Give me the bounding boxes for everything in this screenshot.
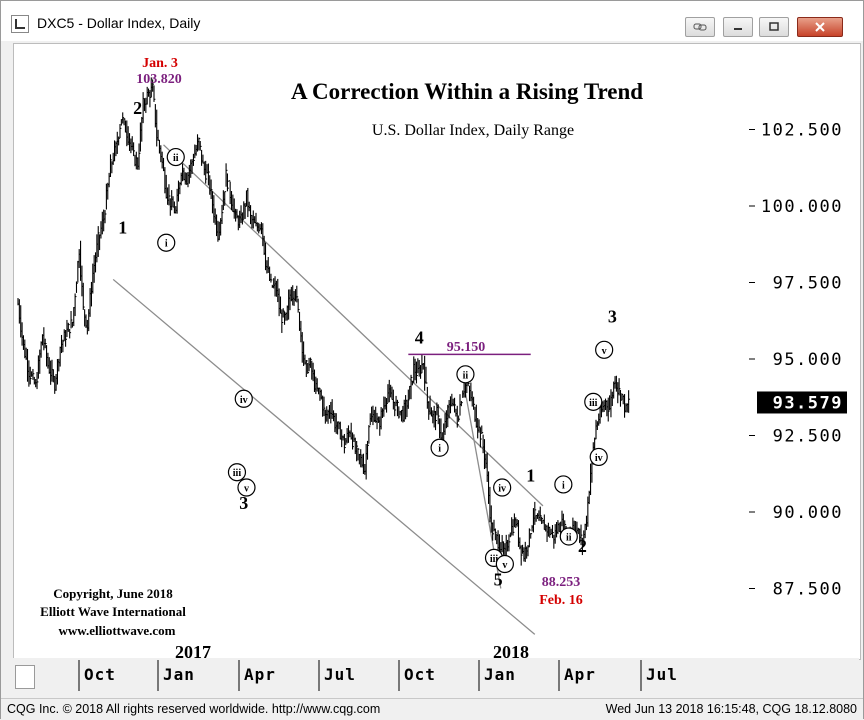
title-bar[interactable]: DXC5 - Dollar Index, Daily	[1, 1, 863, 41]
chart-title: A Correction Within a Rising Trend	[291, 79, 643, 104]
year-label: 2018	[493, 642, 529, 662]
channel-line-1	[163, 144, 544, 507]
x-tick-label: Jan	[163, 665, 195, 684]
subwave-label: i	[438, 444, 441, 455]
subwave-circle	[589, 447, 608, 467]
subwave-label: iii	[233, 468, 242, 479]
subwave-circle	[234, 389, 253, 408]
chart-subtitle: U.S. Dollar Index, Daily Range	[372, 122, 574, 139]
peak-value-label: 103.820	[136, 72, 182, 87]
link-button[interactable]	[685, 17, 715, 37]
channel-line-2	[112, 278, 536, 635]
subwave-label: ii	[566, 532, 572, 543]
peak-date-label: Jan. 3	[142, 56, 178, 71]
x-axis-band	[13, 658, 859, 694]
maximize-button[interactable]	[759, 17, 789, 37]
y-tick-label: 95.000	[773, 350, 843, 370]
x-tick-label: Jul	[646, 665, 678, 684]
chart-app-icon	[11, 15, 29, 33]
subwave-circle	[227, 463, 247, 482]
y-tick-label: 97.500	[773, 274, 843, 294]
low-value-label: 88.253	[542, 575, 581, 590]
subwave-label: ii	[173, 153, 179, 164]
status-copyright: CQG Inc. © 2018 All rights reserved worl…	[7, 702, 381, 716]
y-tick-label: 100.000	[761, 197, 843, 217]
y-tick-label: 102.500	[761, 121, 843, 141]
wave-label: 4	[415, 328, 424, 348]
subwave-label: i	[562, 480, 565, 491]
subwave-circle	[559, 527, 578, 546]
status-timestamp: Wed Jun 13 2018 16:15:48, CQG 18.12.8080	[605, 702, 857, 716]
minimize-button[interactable]	[723, 17, 753, 37]
status-bar: CQG Inc. © 2018 All rights reserved worl…	[1, 698, 863, 719]
subwave-circle	[157, 233, 176, 252]
subwave-label: i	[165, 239, 168, 250]
link-icon	[693, 23, 707, 31]
x-tick-label: Apr	[564, 665, 596, 684]
wave-label: 2	[578, 536, 587, 556]
maximize-icon	[769, 22, 779, 31]
wave-label: 3	[608, 306, 617, 326]
close-button[interactable]	[797, 17, 843, 37]
scroll-start-box[interactable]	[15, 665, 35, 689]
y-tick-label: 87.500	[773, 580, 843, 600]
x-tick-label: Apr	[244, 665, 276, 684]
wave-label: 2	[133, 98, 142, 118]
x-tick-label: Oct	[404, 665, 436, 684]
wave-label: 5	[494, 569, 503, 589]
year-label: 2017	[175, 642, 211, 662]
subwave-label: iii	[589, 398, 598, 409]
x-tick-label: Jul	[324, 665, 356, 684]
subwave-circle	[237, 478, 256, 497]
current-price-box	[757, 391, 847, 414]
subwave-label: v	[244, 484, 249, 495]
x-tick-label: Oct	[84, 665, 116, 684]
subwave-circle	[584, 392, 603, 411]
window-title: DXC5 - Dollar Index, Daily	[37, 15, 201, 31]
subwave-label: iv	[595, 453, 603, 464]
chart-plot-area[interactable]	[13, 43, 861, 660]
subwave-circle	[166, 147, 185, 167]
subwave-circle	[430, 438, 449, 457]
subwave-circle	[493, 478, 512, 497]
subwave-circle	[554, 475, 573, 494]
level-value-label: 95.150	[447, 340, 486, 355]
copyright-line-1: Copyright, June 2018	[53, 586, 173, 601]
y-tick-label: 90.000	[773, 503, 843, 523]
subwave-label: ii	[463, 370, 469, 381]
subwave-circle	[595, 340, 614, 359]
copyright-line-3: www.elliottwave.com	[59, 623, 176, 638]
y-tick-label: 92.500	[773, 427, 843, 447]
copyright-line-2: Elliott Wave International	[40, 604, 186, 619]
subwave-label: iv	[240, 395, 248, 406]
low-date-label: Feb. 16	[539, 593, 583, 608]
subwave-label: iv	[498, 484, 506, 495]
wave-label: 3	[239, 493, 248, 513]
subwave-label: iii	[490, 554, 499, 565]
x-tick-label: Jan	[484, 665, 516, 684]
minimize-icon	[734, 28, 742, 30]
subwave-label: v	[502, 560, 507, 571]
current-price-label: 93.579	[773, 393, 843, 413]
subwave-label: v	[602, 346, 607, 357]
close-icon	[815, 22, 825, 32]
wave-label: 1	[526, 465, 535, 485]
subwave-circle	[456, 365, 475, 384]
subwave-circle	[495, 554, 514, 574]
wave-label: 1	[118, 218, 127, 238]
